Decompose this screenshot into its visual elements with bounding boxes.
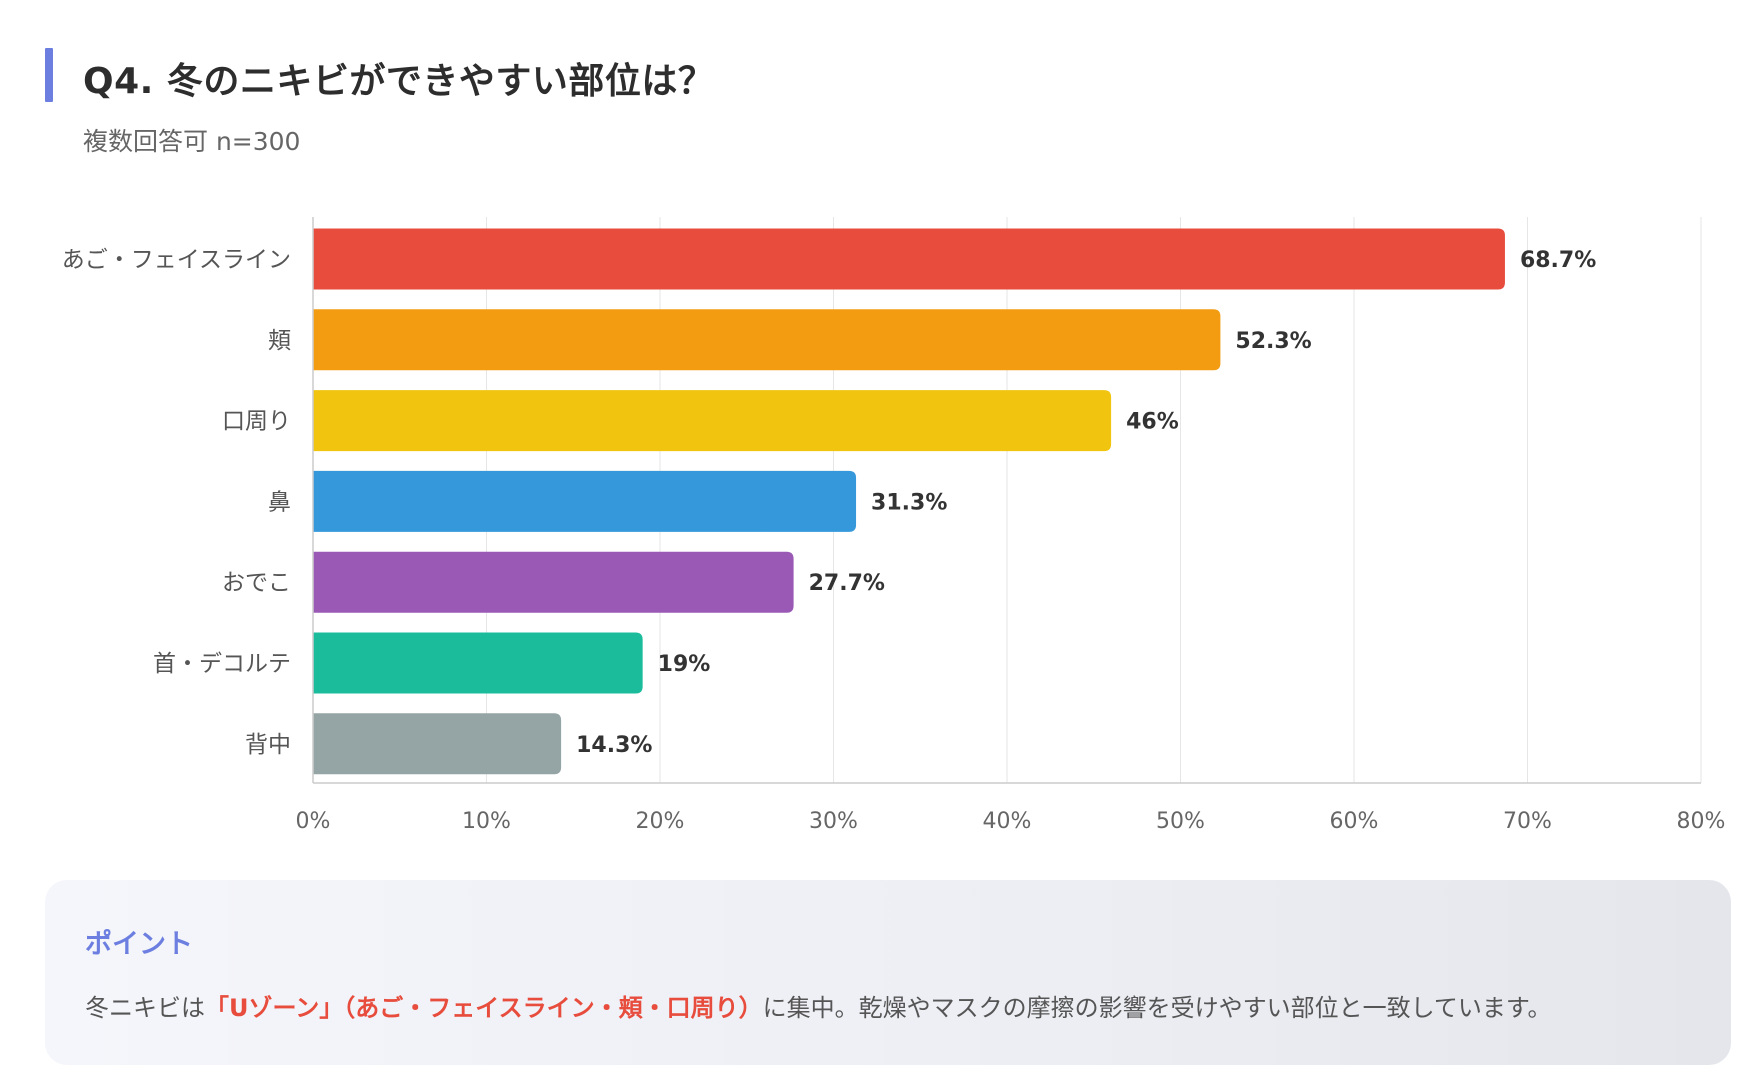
category-label: 口周り xyxy=(222,409,291,435)
category-label: 頬 xyxy=(268,328,291,354)
x-tick-label: 20% xyxy=(636,809,685,834)
point-text: 冬ニキビは「Uゾーン」（あご・フェイスライン・頬・口周り）に集中。乾燥やマスクの… xyxy=(85,988,1551,1023)
point-text-after: に集中。乾燥やマスクの摩擦の影響を受けやすい部位と一致しています。 xyxy=(762,994,1552,1022)
data-label: 14.3% xyxy=(576,733,652,758)
bar xyxy=(313,390,1112,452)
x-tick-label: 0% xyxy=(296,809,331,834)
bar-chart: 68.7% 52.3% 46% 31.3% 27.7% 19% 14.3% 0% 10% 20%… xyxy=(62,217,1726,834)
data-label: 19% xyxy=(658,652,711,677)
bar xyxy=(313,551,794,613)
bar xyxy=(313,632,643,694)
x-tick-label: 40% xyxy=(983,809,1032,834)
category-label: あご・フェイスライン xyxy=(62,247,291,273)
category-label: 鼻 xyxy=(268,489,291,515)
data-label: 46% xyxy=(1126,410,1179,435)
point-text-highlight: 「Uゾーン」（あご・フェイスライン・頬・口周り） xyxy=(205,994,763,1022)
title-accent-bar xyxy=(45,48,53,102)
page-title: Q4. 冬のニキビができやすい部位は？ xyxy=(83,61,715,102)
bar xyxy=(313,309,1221,371)
bar xyxy=(313,470,857,532)
data-label: 31.3% xyxy=(871,490,947,515)
x-tick-label: 10% xyxy=(462,809,511,834)
bar xyxy=(313,228,1505,290)
x-tick-label: 70% xyxy=(1503,809,1552,834)
x-tick-label: 80% xyxy=(1677,809,1726,834)
point-text-before: 冬ニキビは xyxy=(85,994,205,1022)
x-tick-label: 50% xyxy=(1156,809,1205,834)
point-box: ポイント 冬ニキビは「Uゾーン」（あご・フェイスライン・頬・口周り）に集中。乾燥… xyxy=(45,880,1731,1065)
data-label: 52.3% xyxy=(1235,329,1311,354)
x-tick-label: 30% xyxy=(809,809,858,834)
category-label: 背中 xyxy=(245,732,291,758)
x-tick-label: 60% xyxy=(1330,809,1379,834)
page-subtitle: 複数回答可 n=300 xyxy=(83,127,301,156)
data-label: 27.7% xyxy=(809,571,885,596)
category-label: おでこ xyxy=(222,570,291,596)
axes: 0% 10% 20% 30% 40% 50% 60% 70% 80% あご・フェイスライン頬口周り… xyxy=(62,217,1726,834)
point-heading: ポイント xyxy=(85,929,193,960)
bars: 68.7% 52.3% 46% 31.3% 27.7% 19% 14.3% xyxy=(313,228,1596,775)
data-label: 68.7% xyxy=(1520,248,1596,273)
category-label: 首・デコルテ xyxy=(153,651,291,677)
bar xyxy=(313,713,562,775)
